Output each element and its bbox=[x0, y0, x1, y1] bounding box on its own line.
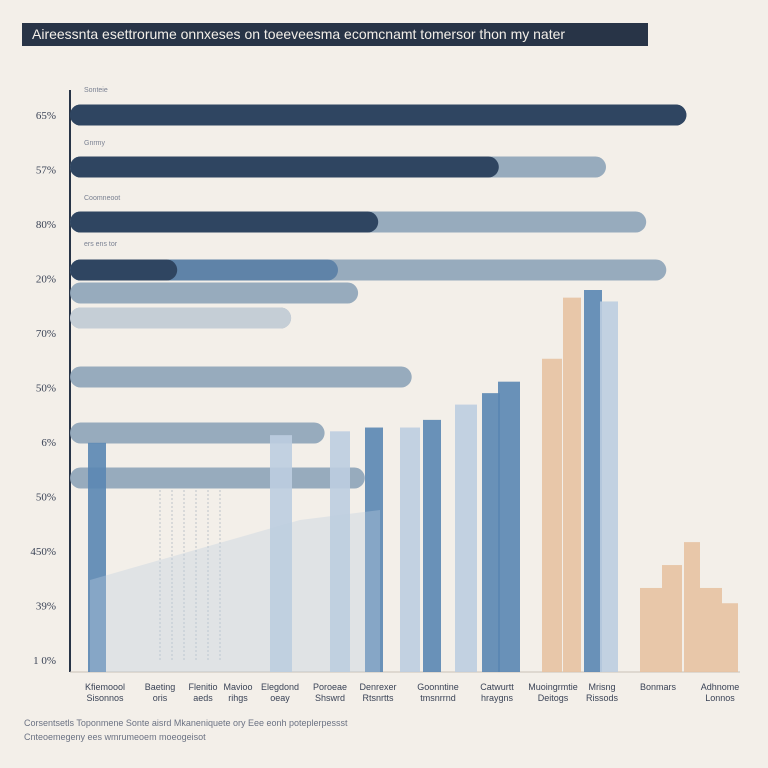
y-tick-label: 6% bbox=[41, 437, 56, 449]
x-tick-label: Flenitio aeds bbox=[188, 682, 217, 703]
y-tick-label: 80% bbox=[36, 219, 56, 231]
hbar-mid-8 bbox=[70, 422, 325, 444]
x-tick-label: Goonntine tmsnrrnd bbox=[417, 682, 459, 703]
y-tick-label: 65% bbox=[36, 110, 56, 122]
hbar-label: Sonteie bbox=[84, 87, 108, 94]
hbar-label: Coomneoot bbox=[84, 195, 120, 202]
hbar-mid-9 bbox=[70, 467, 365, 489]
x-tick-label: Elegdond oeay bbox=[261, 682, 299, 703]
hbar-dark-top-3 bbox=[70, 259, 178, 281]
vbar-3 bbox=[365, 427, 383, 672]
vbar-10 bbox=[563, 297, 581, 672]
hbar-light-5 bbox=[70, 307, 292, 329]
vbar-0 bbox=[88, 442, 106, 672]
y-tick-label: 50% bbox=[36, 492, 56, 504]
y-tick-label: 20% bbox=[36, 274, 56, 286]
x-tick-label: Denrexer Rtsnrtts bbox=[359, 682, 396, 703]
y-tick-label: 1 0% bbox=[33, 655, 56, 667]
source-note-2: Cnteoemegeny ees wmrumeoem moeogeisot bbox=[24, 732, 206, 742]
vbar-6 bbox=[455, 404, 477, 672]
vbar-12 bbox=[600, 301, 618, 672]
x-tick-label: Mrisng Rissods bbox=[586, 682, 619, 703]
x-tick-label: Baeting oris bbox=[145, 682, 176, 703]
vbar-4 bbox=[400, 427, 420, 672]
vbar-14 bbox=[662, 565, 682, 672]
y-tick-label: 450% bbox=[30, 546, 56, 558]
hbar-mid-4 bbox=[70, 282, 359, 304]
x-tick-label: Catwurtt hraygns bbox=[480, 682, 514, 703]
vbar-15 bbox=[684, 542, 700, 672]
vbar-9 bbox=[542, 358, 562, 672]
vbar-5 bbox=[423, 419, 441, 672]
source-note-1: Corsentsetls Toponmene Sonte aisrd Mkane… bbox=[24, 718, 348, 728]
hbar-dark-top-0 bbox=[70, 104, 687, 126]
vbar-17 bbox=[722, 603, 738, 672]
hbar-label: Gnrmy bbox=[84, 140, 106, 147]
x-tick-label: Kfiemoool Sisonnos bbox=[85, 682, 125, 703]
vbar-8 bbox=[498, 381, 520, 672]
vbar-2 bbox=[330, 431, 350, 672]
x-tick-label: Adhnome Lonnos bbox=[701, 682, 740, 703]
vbar-16 bbox=[700, 587, 722, 672]
x-tick-label: Bonmars bbox=[640, 682, 677, 692]
hbar-mid-7 bbox=[70, 366, 412, 388]
y-tick-label: 57% bbox=[36, 165, 56, 177]
y-tick-label: 39% bbox=[36, 601, 56, 613]
hbar-label: ers ens tor bbox=[84, 241, 118, 248]
y-tick-label: 70% bbox=[36, 328, 56, 340]
vbar-11 bbox=[584, 290, 602, 672]
x-tick-label: Muoingrmtie Deitogs bbox=[528, 682, 578, 703]
vbar-13 bbox=[640, 587, 662, 672]
y-tick-label: 50% bbox=[36, 383, 56, 395]
x-tick-label: Mavioo rihgs bbox=[223, 682, 252, 703]
area-shadow bbox=[90, 510, 380, 672]
x-tick-label: Poroeae Shswrd bbox=[313, 682, 347, 703]
hbar-dark-top-2 bbox=[70, 211, 379, 233]
hbar-dark-top-1 bbox=[70, 156, 499, 178]
vbar-7 bbox=[482, 393, 500, 672]
chart-title: Aireessnta esettrorume onnxeses on toeev… bbox=[22, 23, 648, 46]
vbar-1 bbox=[270, 435, 292, 672]
